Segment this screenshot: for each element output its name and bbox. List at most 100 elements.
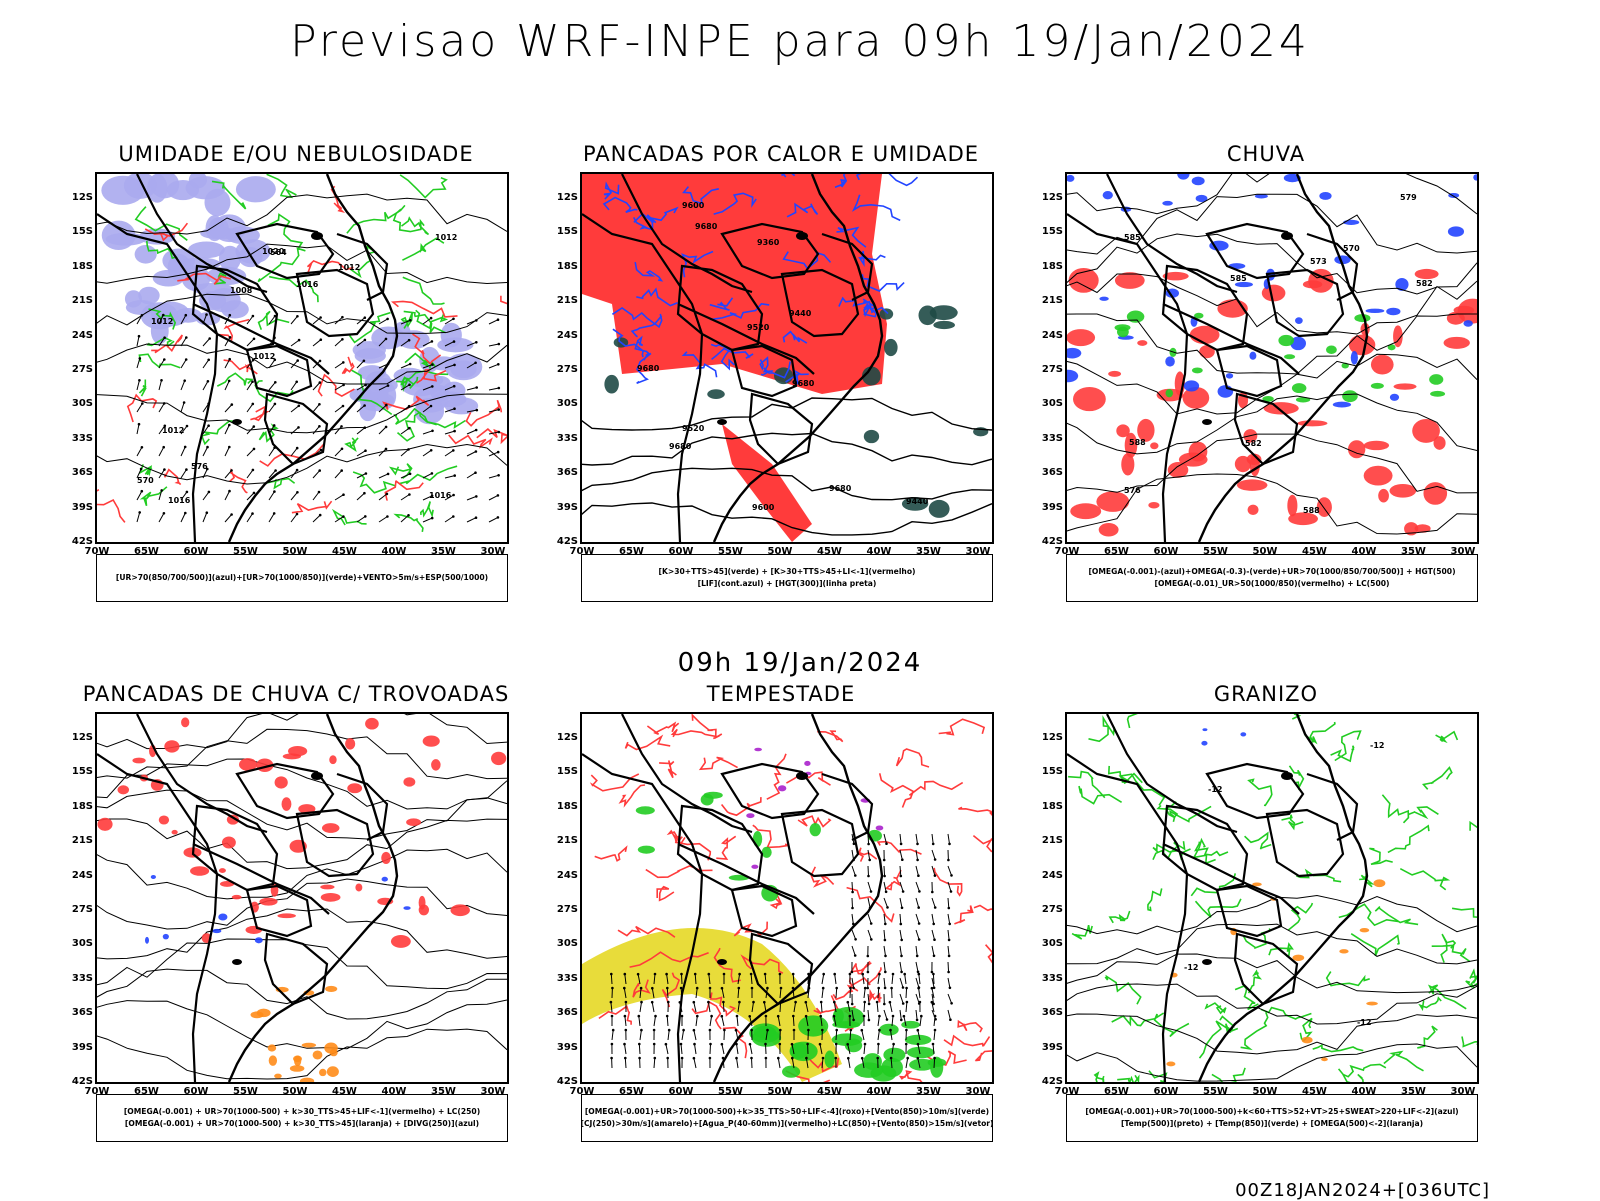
lat-tick-label: 33S: [1035, 433, 1063, 444]
map-area[interactable]: -12-12-12-12: [1065, 712, 1479, 1084]
thunderstorm-area: [288, 746, 307, 756]
run-id-label: 00Z18JAN2024+[036UTC]: [1235, 1180, 1490, 1201]
map-area[interactable]: [580, 712, 994, 1084]
lat-tick-label: 24S: [550, 330, 578, 341]
omega-area: [1390, 394, 1399, 401]
wind-850-area: [907, 1047, 935, 1059]
wind-vector-head: [822, 987, 825, 990]
wind-vector-head: [162, 446, 165, 449]
wind-850-area: [879, 1024, 898, 1036]
legend-line: [UR>70(850/700/500)](azul)+[UR>70(1000/8…: [116, 572, 488, 584]
wind-vector: [916, 946, 917, 956]
wind-vector-head: [884, 971, 887, 974]
wind-vector-head: [623, 987, 626, 990]
wind-vector: [203, 360, 209, 368]
wind-vector-head: [680, 1043, 683, 1046]
wind-vector-head: [794, 1001, 797, 1004]
wind-vector-head: [474, 362, 477, 365]
wind-vector-head: [364, 384, 367, 387]
wind-850-area: [832, 1021, 860, 1028]
omega-500-area: [1366, 1002, 1378, 1006]
wind-vector-head: [721, 987, 724, 990]
wind-vector-head: [653, 1029, 656, 1032]
lat-tick-label: 24S: [550, 870, 578, 881]
wind-vector: [654, 1058, 655, 1068]
wind-vector: [401, 364, 410, 368]
map-svg: 1016101210121012101210161020101610121008…: [97, 174, 507, 542]
contour-label: 9520: [747, 323, 770, 332]
contour-label: 576: [1124, 486, 1141, 495]
wind-vector-head: [637, 973, 640, 976]
wind-vector-head: [141, 446, 144, 449]
temp-850-contour: [1462, 1037, 1477, 1052]
precipitable-water-contour: [944, 1036, 990, 1046]
rain-area: [1248, 505, 1259, 515]
wind-vector-head: [611, 1015, 614, 1018]
wind-vector-head: [654, 973, 657, 976]
wind-vector-head: [931, 987, 934, 990]
rain-area: [1415, 269, 1439, 279]
wind-vector-head: [141, 402, 144, 405]
wind-vector: [489, 320, 498, 324]
wind-vector-head: [883, 875, 886, 878]
wind-vector: [181, 447, 185, 456]
wind-vector-head: [918, 986, 921, 989]
divergence-area: [212, 929, 221, 933]
wind-vector: [667, 988, 668, 998]
rain-area: [1297, 420, 1327, 426]
wind-vector-head: [296, 359, 299, 362]
wind-vector: [181, 360, 186, 369]
lat-tick-label: 27S: [550, 904, 578, 915]
contour-label: -12: [1370, 741, 1384, 750]
wind-vector-head: [296, 447, 299, 450]
legend-box: [OMEGA(-0.001)+UR>70(1000-500)+k>35_TTS>…: [581, 1094, 993, 1142]
wind-vector: [639, 1016, 640, 1026]
wind-vector: [467, 430, 476, 434]
wind-vector-head: [900, 923, 903, 926]
wind-vector: [137, 424, 139, 434]
wind-vector-head: [933, 938, 936, 941]
convective-area: [884, 339, 897, 356]
humidity-area: [186, 176, 226, 199]
wind-vector-head: [949, 1018, 952, 1021]
wind-vector: [900, 994, 903, 1004]
wind-vector: [906, 1002, 907, 1012]
streamline: [97, 969, 507, 1019]
wind-850-area: [636, 806, 655, 814]
wind-vector-head: [748, 1015, 751, 1018]
wind-vector-head: [851, 971, 854, 974]
wind-vector-head: [847, 1057, 850, 1060]
border-line: [1307, 774, 1357, 840]
wind-vector-head: [207, 359, 210, 362]
wind-vector: [694, 1030, 696, 1040]
wind-vector-head: [452, 449, 455, 452]
omega-area: [1395, 278, 1408, 291]
wind-vector: [694, 1058, 696, 1068]
strong-omega-area: [1192, 367, 1203, 373]
wind-vector-head: [950, 874, 953, 877]
map-area[interactable]: [95, 712, 509, 1084]
wind-vector-head: [819, 1043, 822, 1046]
wind-vector: [489, 344, 499, 346]
wind-vector-head: [163, 512, 166, 515]
precipitable-water-contour: [626, 737, 671, 750]
wind-vector-head: [681, 1015, 684, 1018]
rain-area: [1423, 482, 1447, 505]
wind-vector: [467, 452, 476, 457]
wind-vector-head: [638, 1043, 641, 1046]
contour-label: 1012: [338, 263, 360, 272]
wind-vector: [269, 404, 275, 412]
wind-vector-head: [680, 973, 683, 976]
wind-vector-head: [431, 385, 434, 388]
wind-vector-head: [431, 517, 434, 520]
rain-area: [1150, 442, 1158, 449]
wind-vector-head: [253, 425, 256, 428]
contour-label: 582: [1416, 279, 1433, 288]
wind-vector-head: [409, 319, 412, 322]
wind-vector: [878, 1016, 879, 1026]
wind-vector-head: [917, 1057, 920, 1060]
wind-vector-head: [723, 1029, 726, 1032]
